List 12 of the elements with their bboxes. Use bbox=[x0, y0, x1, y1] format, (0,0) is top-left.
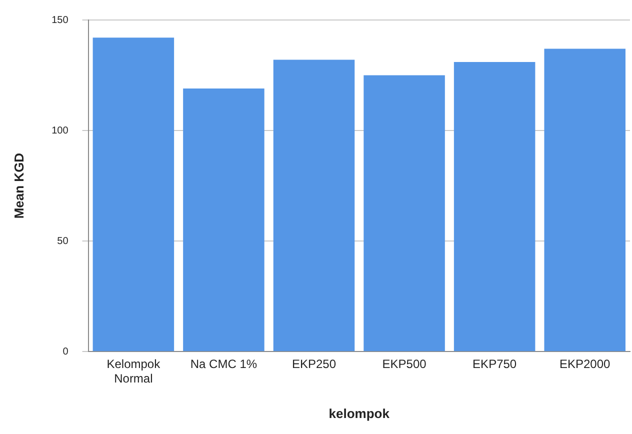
x-tick-label: Na CMC 1% bbox=[190, 357, 258, 372]
y-tick-label: 50 bbox=[57, 236, 69, 247]
y-tick-label: 0 bbox=[62, 346, 69, 358]
x-tick-label: EKP500 bbox=[382, 357, 427, 372]
y-tick-label: 150 bbox=[52, 14, 69, 26]
x-tick-label: EKP2000 bbox=[560, 357, 611, 372]
x-axis-title: kelompok bbox=[328, 406, 390, 421]
x-tick-label: EKP750 bbox=[472, 357, 517, 372]
x-tick-label: EKP250 bbox=[292, 357, 336, 372]
y-axis-title: Mean KGD bbox=[11, 152, 26, 219]
x-tick-label: Kelompok Normal bbox=[106, 357, 162, 386]
y-tick-label: 100 bbox=[52, 125, 69, 136]
